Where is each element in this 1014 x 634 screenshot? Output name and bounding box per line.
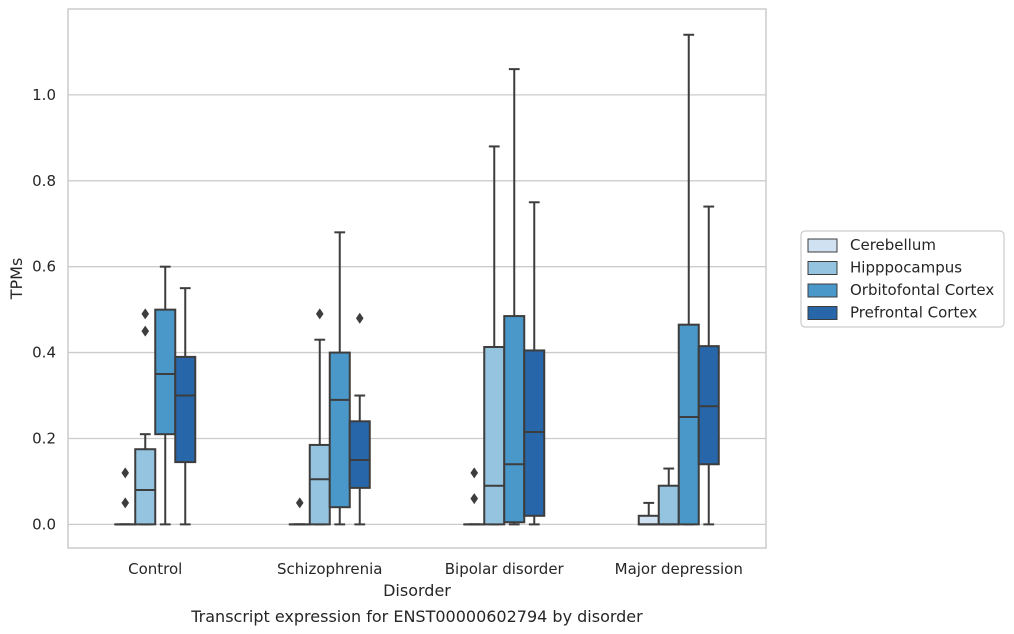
y-tick-label: 0.6 — [32, 258, 56, 276]
box-orbitofontal-cortex-3 — [677, 33, 700, 526]
box-body — [154, 308, 177, 436]
box-orbitofontal-cortex-2 — [503, 68, 526, 526]
box-prefrontal-cortex-0 — [174, 287, 197, 526]
box-prefrontal-cortex-1 — [348, 312, 371, 526]
y-tick-label: 0.8 — [32, 172, 56, 190]
outlier-point — [470, 467, 479, 479]
outlier-point — [141, 325, 150, 337]
box-body — [348, 420, 371, 489]
y-tick-label: 1.0 — [32, 86, 56, 104]
outlier-point — [355, 312, 364, 324]
boxes-layer — [114, 33, 720, 526]
x-tick-label: Control — [128, 560, 182, 578]
y-tick-label: 0.4 — [32, 344, 56, 362]
outlier-point — [470, 493, 479, 505]
box-cerebellum-1 — [288, 497, 311, 526]
box-prefrontal-cortex-3 — [697, 205, 720, 526]
box-cerebellum-2 — [463, 467, 486, 526]
legend-frame — [800, 230, 1005, 328]
box-body — [697, 345, 720, 466]
x-tick-label: Schizophrenia — [277, 560, 382, 578]
outlier-point — [295, 497, 304, 509]
legend-label: Cerebellum — [850, 236, 936, 254]
box-cerebellum-3 — [637, 501, 660, 526]
chart-caption: Transcript expression for ENST0000060279… — [190, 607, 643, 626]
box-hipppocampus-3 — [657, 467, 680, 526]
box-hipppocampus-0 — [134, 308, 157, 526]
box-hipppocampus-1 — [308, 308, 331, 526]
legend-label: Orbitofontal Cortex — [850, 281, 994, 299]
box-hipppocampus-2 — [483, 145, 506, 526]
box-body — [174, 355, 197, 464]
box-orbitofontal-cortex-0 — [154, 265, 177, 526]
box-body — [637, 514, 660, 526]
box-body — [523, 349, 546, 517]
box-orbitofontal-cortex-1 — [328, 231, 351, 526]
box-body — [677, 323, 700, 526]
box-body — [503, 315, 526, 524]
outlier-point — [121, 467, 130, 479]
plot-frame — [67, 8, 767, 549]
y-tick-labels: 0.0 0.2 0.4 0.6 0.8 1.0 — [32, 86, 56, 533]
legend-swatch — [807, 261, 838, 275]
y-tick-label: 0.2 — [32, 429, 56, 447]
legend-swatch — [807, 283, 838, 298]
box-prefrontal-cortex-2 — [523, 201, 546, 526]
x-tick-label: Bipolar disorder — [445, 560, 565, 578]
y-tick-label: 0.0 — [32, 515, 56, 533]
outlier-point — [141, 308, 150, 320]
x-axis-label: Disorder — [383, 581, 451, 600]
x-tick-label: Major depression — [615, 560, 743, 578]
box-body — [308, 443, 331, 526]
legend: Cerebellum Hipppocampus Orbitofontal Corte… — [800, 230, 1005, 328]
legend-swatch — [807, 306, 838, 320]
outlier-point — [315, 308, 324, 320]
box-body — [134, 448, 157, 526]
outlier-point — [121, 497, 130, 509]
box-cerebellum-0 — [114, 467, 137, 526]
legend-label: Prefrontal Cortex — [850, 304, 977, 322]
box-body — [657, 484, 680, 526]
x-tick-labels: Control Schizophrenia Bipolar disorder Majo… — [128, 560, 743, 578]
box-body — [483, 346, 506, 526]
legend-swatch — [807, 238, 838, 253]
legend-label: Hipppocampus — [850, 259, 962, 277]
box-body — [328, 351, 351, 509]
y-axis-label: TPMs — [7, 258, 26, 301]
